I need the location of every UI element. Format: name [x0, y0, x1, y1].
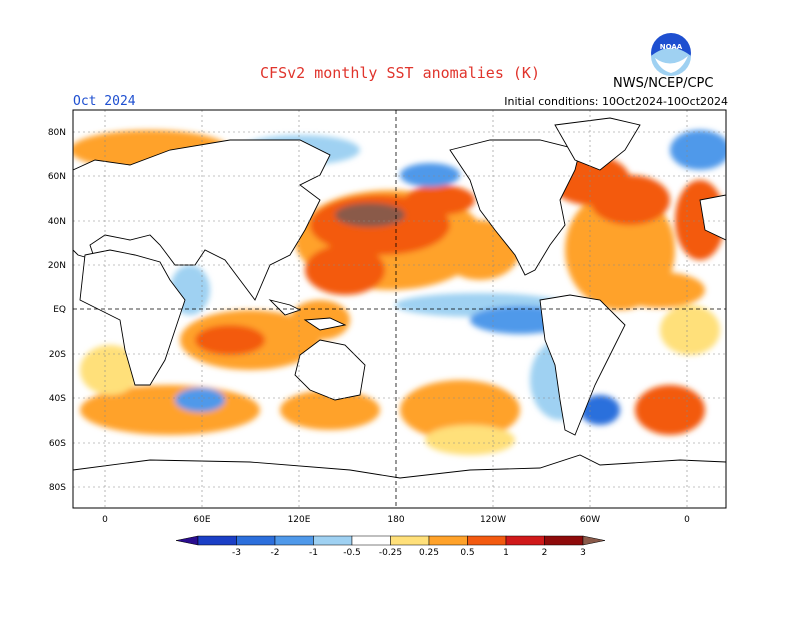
lat-label: 20S: [49, 350, 66, 360]
lon-label: 180: [387, 515, 404, 525]
color-bar-tick-label: -0.5: [343, 548, 361, 558]
lat-label: 40S: [49, 394, 66, 404]
color-bar-tick-label: -0.25: [379, 548, 402, 558]
noaa-logo: NOAA: [651, 33, 691, 76]
agency-label: NWS/NCEP/CPC: [613, 76, 714, 91]
color-bar-tick-label: -3: [232, 548, 241, 558]
lat-axis: 80N 60N 40N 20N EQ 20S 40S 60S 80S: [48, 128, 66, 493]
color-bar-min-triangle: [175, 535, 199, 546]
color-bar-tick-label: 2: [542, 548, 548, 558]
lon-label: 120E: [288, 515, 311, 525]
color-bar-swatch: [467, 535, 507, 546]
coastlines: [73, 117, 726, 508]
color-bar-max-triangle: [582, 535, 606, 546]
color-bar: [175, 535, 606, 546]
initial-conditions: Initial conditions: 10Oct2024-10Oct2024: [504, 95, 728, 108]
lon-label: 0: [684, 515, 690, 525]
graticule: [73, 110, 726, 508]
color-bar-tick-label: 3: [580, 548, 586, 558]
reference-lines: [73, 110, 726, 508]
map-frame: [72, 109, 727, 509]
lat-label: 40N: [48, 217, 66, 227]
color-bar-swatch: [236, 535, 276, 546]
color-bar-swatch: [274, 535, 314, 546]
lon-axis: 0 60E 120E 180 120W 60W 0: [102, 515, 690, 525]
color-bar-swatch: [351, 535, 391, 546]
color-bar-tick-label: 0.5: [460, 548, 474, 558]
lat-label: 60N: [48, 172, 66, 182]
lon-label: 60W: [580, 515, 600, 525]
lon-label: 0: [102, 515, 108, 525]
color-bar-swatch: [313, 535, 353, 546]
lat-label: 20N: [48, 261, 66, 271]
color-bar-tick-label: -2: [271, 548, 280, 558]
month-label: Oct 2024: [73, 94, 136, 109]
lon-label: 120W: [480, 515, 506, 525]
lon-label: 60E: [193, 515, 210, 525]
color-bar-swatch: [505, 535, 545, 546]
color-bar-tick-label: -1: [309, 548, 318, 558]
map-title: CFSv2 monthly SST anomalies (K): [260, 64, 540, 82]
color-bar-swatch: [197, 535, 237, 546]
color-bar-swatch: [428, 535, 468, 546]
lat-label: 80S: [49, 483, 66, 493]
lat-label: EQ: [53, 305, 66, 315]
lat-label: 80N: [48, 128, 66, 138]
color-bar-labels: -3 -2 -1 -0.5 -0.25 0.25 0.5 1 2 3: [232, 548, 586, 558]
color-bar-swatch: [544, 535, 584, 546]
lat-label: 60S: [49, 439, 66, 449]
color-bar-tick-label: 0.25: [419, 548, 439, 558]
color-bar-swatch: [390, 535, 430, 546]
logo-text: NOAA: [660, 43, 683, 51]
color-bar-tick-label: 1: [503, 548, 509, 558]
